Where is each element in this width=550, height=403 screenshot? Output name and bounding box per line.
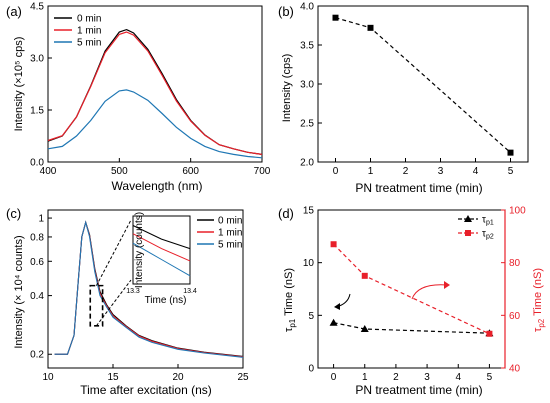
c-zoom-box (89, 284, 104, 327)
b-ytick-label: 3.0 (300, 80, 314, 91)
d-arrow-right-head (444, 281, 450, 289)
a-xtick-label: 500 (111, 166, 128, 177)
a-legend-label: 0 min (77, 14, 101, 25)
d-ytick-right-label: 40 (509, 364, 521, 375)
d-legend-marker (465, 230, 471, 236)
panel-label-d: (d) (278, 206, 294, 221)
c-inset-series-1 (132, 233, 191, 262)
c-xlabel: Time after excitation (ns) (80, 383, 212, 397)
d-plot-frame (317, 209, 506, 369)
c-legend-label: 1 min (218, 228, 242, 239)
d-series-1-point (486, 330, 493, 337)
c-legend-label: 0 min (218, 216, 242, 227)
a-xtick-label: 600 (182, 166, 199, 177)
a-ytick-label: 1.5 (30, 106, 44, 117)
c-inset-xtick-label: 13.3 (126, 288, 140, 295)
c-xtick-label: 10 (42, 372, 54, 383)
d-legend-label: τp2 (482, 229, 494, 241)
c-inset-series-0 (132, 225, 191, 250)
b-xtick-label: 5 (508, 166, 514, 177)
d-ytick-right-label: 80 (509, 258, 521, 269)
b-data-point (367, 24, 374, 31)
b-ytick-label: 2.0 (300, 158, 314, 169)
c-zoom-connector-bottom (96, 279, 132, 327)
a-legend-label: 5 min (77, 38, 101, 49)
b-ylabel: Intensity (cps) (281, 54, 293, 122)
d-series-0-point (329, 318, 338, 326)
c-ytick-label: 0.4 (30, 291, 44, 302)
c-ytick-label: 0.6 (30, 257, 44, 268)
b-series-line (335, 17, 511, 154)
a-legend-label: 1 min (77, 26, 101, 37)
a-xlabel: Wavelength (nm) (112, 179, 203, 193)
b-ytick-label: 3.5 (300, 41, 314, 52)
b-data-point (507, 149, 514, 156)
c-xtick-label: 20 (172, 372, 184, 383)
c-ytick-label: 0.8 (30, 232, 44, 243)
d-legend-marker (464, 215, 472, 222)
b-data-point (332, 14, 339, 21)
d-xlabel: PN treatment time (min) (355, 383, 482, 397)
b-xtick-label: 3 (438, 166, 444, 177)
d-series-1-point (330, 241, 337, 248)
d-ytick-left-label: 10 (303, 258, 315, 269)
panel-label-a: (a) (6, 4, 22, 19)
d-xtick-label: 5 (487, 372, 493, 383)
b-xtick-label: 1 (368, 166, 374, 177)
b-xlabel: PN treatment time (min) (355, 181, 482, 195)
c-inset-series-2 (132, 242, 191, 277)
d-series-0-line (333, 322, 490, 334)
c-legend-label: 5 min (218, 240, 242, 251)
d-ytick-right-label: 60 (509, 311, 521, 322)
d-xtick-label: 4 (455, 372, 461, 383)
c-zoom-connector-top (95, 219, 132, 286)
a-ytick-label: 0.0 (30, 158, 44, 169)
c-ylabel: Intensity (× 10⁴ counts) (13, 235, 25, 348)
b-ytick-label: 4.0 (300, 2, 314, 13)
d-ylabel-right: τp2 Time (nS) (532, 268, 546, 332)
b-xtick-label: 2 (403, 166, 409, 177)
d-series-0-point (360, 325, 369, 333)
a-series-1-line (47, 31, 263, 155)
c-plot-frame (47, 209, 244, 369)
a-xtick-label: 400 (40, 166, 57, 177)
b-xtick-label: 4 (473, 166, 479, 177)
c-xtick-label: 15 (107, 372, 119, 383)
c-inset-xlabel: Time (ns) (145, 295, 187, 306)
c-ytick-label: 0.2 (30, 350, 44, 361)
a-ylabel: Intensity (×10⁵ cps) (13, 37, 25, 132)
d-xtick-label: 0 (331, 372, 337, 383)
a-plot-frame (47, 5, 263, 163)
d-ytick-left-label: 15 (303, 206, 315, 217)
c-inset-xtick-label: 13.4 (183, 288, 197, 295)
d-ytick-left-label: 0 (308, 364, 314, 375)
d-series-1-point (361, 272, 368, 279)
d-xtick-label: 2 (393, 372, 399, 383)
panel-label-b: (b) (278, 4, 294, 19)
c-inset-ylabel: Intensity (counts) (134, 212, 145, 288)
c-ytick-label: 1 (38, 214, 44, 225)
a-ytick-label: 4.5 (30, 2, 44, 13)
a-series-2-line (47, 89, 263, 159)
d-ytick-right-label: 100 (509, 206, 526, 217)
c-series-2-line (54, 220, 244, 358)
d-xtick-label: 1 (362, 372, 368, 383)
d-ytick-left-label: 5 (308, 311, 314, 322)
d-ylabel-left: τp1 Time (nS) (283, 268, 297, 332)
d-arrow-right (411, 284, 448, 300)
b-plot-frame (317, 5, 529, 163)
b-xtick-label: 0 (333, 166, 339, 177)
a-ytick-label: 3.0 (30, 54, 44, 65)
d-arrow-left-head (334, 303, 340, 310)
d-series-1-line (333, 243, 490, 335)
d-xtick-label: 3 (424, 372, 430, 383)
b-ytick-label: 2.5 (300, 119, 314, 130)
panel-label-c: (c) (6, 206, 21, 221)
a-xtick-label: 700 (254, 166, 271, 177)
c-xtick-label: 25 (237, 372, 249, 383)
d-legend-label: τp1 (482, 215, 494, 227)
c-inset-frame (132, 215, 191, 285)
